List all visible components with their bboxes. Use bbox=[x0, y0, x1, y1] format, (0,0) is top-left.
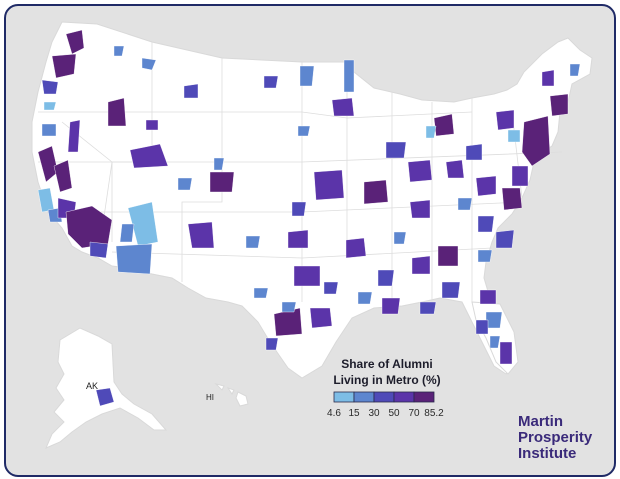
metro-area bbox=[465, 143, 483, 161]
metro-area bbox=[41, 123, 57, 137]
metro-area bbox=[115, 243, 153, 275]
map-frame: AK HI Share of Alumni Living in Metro (%… bbox=[4, 4, 616, 477]
metro-area bbox=[145, 119, 159, 131]
metro-area bbox=[343, 59, 355, 93]
legend-tick-label: 70 bbox=[408, 408, 420, 419]
metro-area bbox=[357, 291, 373, 305]
metro-area bbox=[53, 159, 73, 193]
metro-area-alaska bbox=[95, 387, 115, 407]
metro-area bbox=[67, 119, 81, 153]
metro-area bbox=[433, 113, 455, 137]
brand-line1: Martin bbox=[518, 413, 563, 430]
metro-area bbox=[41, 79, 59, 95]
metro-area bbox=[309, 307, 333, 329]
metro-area bbox=[495, 229, 515, 249]
metro-area bbox=[281, 301, 297, 313]
metro-area bbox=[245, 235, 261, 249]
alaska-label: AK bbox=[86, 381, 98, 391]
metro-area bbox=[381, 297, 401, 315]
metro-area bbox=[501, 187, 523, 211]
legend-swatch bbox=[393, 391, 415, 403]
legend-swatch bbox=[333, 391, 355, 403]
alaska-land bbox=[45, 327, 168, 449]
metro-area bbox=[127, 201, 159, 247]
metro-area bbox=[475, 175, 497, 197]
metro-area bbox=[409, 199, 431, 219]
legend-swatches bbox=[333, 391, 435, 403]
us-metro-map: AK HI Share of Alumni Living in Metro (%… bbox=[31, 21, 593, 462]
metro-area bbox=[177, 177, 193, 191]
metro-area bbox=[377, 269, 395, 287]
legend-tick-label: 4.6 bbox=[327, 408, 341, 419]
metro-area bbox=[265, 337, 279, 351]
hawaii-islands bbox=[214, 383, 249, 407]
metro-area bbox=[549, 93, 569, 117]
metro-area bbox=[407, 159, 433, 183]
metro-area bbox=[299, 65, 315, 87]
metro-area bbox=[129, 143, 169, 169]
metro-area bbox=[331, 97, 355, 117]
metro-area bbox=[457, 197, 473, 211]
metro-area bbox=[187, 221, 215, 249]
metro-area bbox=[477, 215, 495, 233]
metro-area bbox=[297, 125, 311, 137]
legend-title-line1: Share of Alumni bbox=[341, 357, 433, 371]
metro-area bbox=[541, 69, 555, 87]
metro-area bbox=[263, 75, 279, 89]
metro-area bbox=[569, 63, 581, 77]
legend-title-line2: Living in Metro (%) bbox=[333, 373, 440, 387]
metro-area bbox=[113, 45, 125, 57]
legend-tick-label: 50 bbox=[388, 408, 400, 419]
metro-area bbox=[499, 341, 513, 365]
legend-swatch bbox=[413, 391, 435, 403]
metro-area bbox=[141, 57, 157, 71]
metro-area bbox=[385, 141, 407, 159]
metro-area bbox=[495, 109, 515, 131]
legend-swatch bbox=[373, 391, 395, 403]
metro-area bbox=[521, 115, 551, 167]
metro-area bbox=[51, 53, 77, 79]
metro-area bbox=[293, 265, 321, 287]
hawaii-label: HI bbox=[206, 393, 214, 402]
metro-area bbox=[89, 241, 109, 259]
legend-tick-label: 85.2 bbox=[424, 408, 444, 419]
metro-area bbox=[287, 229, 309, 249]
metro-area bbox=[445, 159, 465, 179]
metro-area bbox=[119, 223, 135, 243]
metro-area bbox=[477, 249, 493, 263]
legend-ticks: 4.6 15 30 50 70 85.2 bbox=[327, 408, 444, 419]
metro-area bbox=[65, 29, 85, 55]
metro-area bbox=[213, 157, 225, 171]
legend: Share of Alumni Living in Metro (%) 4.6 1… bbox=[327, 357, 444, 419]
metro-area bbox=[183, 83, 199, 99]
metro-area bbox=[345, 237, 367, 259]
metro-area bbox=[253, 287, 269, 299]
brand-line3: Institute bbox=[518, 445, 576, 462]
metro-area bbox=[107, 97, 127, 127]
metro-area bbox=[425, 125, 437, 139]
metro-area bbox=[419, 301, 437, 315]
metro-areas bbox=[37, 29, 581, 407]
metro-area bbox=[393, 231, 407, 245]
metro-area bbox=[485, 311, 503, 329]
metro-area bbox=[479, 289, 497, 305]
metro-area bbox=[507, 129, 521, 143]
metro-area bbox=[489, 335, 501, 349]
legend-swatch bbox=[353, 391, 375, 403]
metro-area bbox=[511, 165, 529, 187]
brand-logo: Martin Prosperity Institute bbox=[518, 413, 593, 462]
metro-area bbox=[291, 201, 307, 217]
metro-area bbox=[437, 245, 459, 267]
metro-area bbox=[313, 169, 345, 201]
metro-area bbox=[323, 281, 339, 295]
metro-area bbox=[43, 101, 57, 111]
metro-area bbox=[363, 179, 389, 205]
metro-area bbox=[475, 319, 489, 335]
metro-area bbox=[209, 171, 235, 193]
metro-area bbox=[411, 255, 431, 275]
metro-area bbox=[441, 281, 461, 299]
brand-line2: Prosperity bbox=[518, 429, 593, 446]
legend-tick-label: 30 bbox=[368, 408, 380, 419]
legend-tick-label: 15 bbox=[348, 408, 360, 419]
